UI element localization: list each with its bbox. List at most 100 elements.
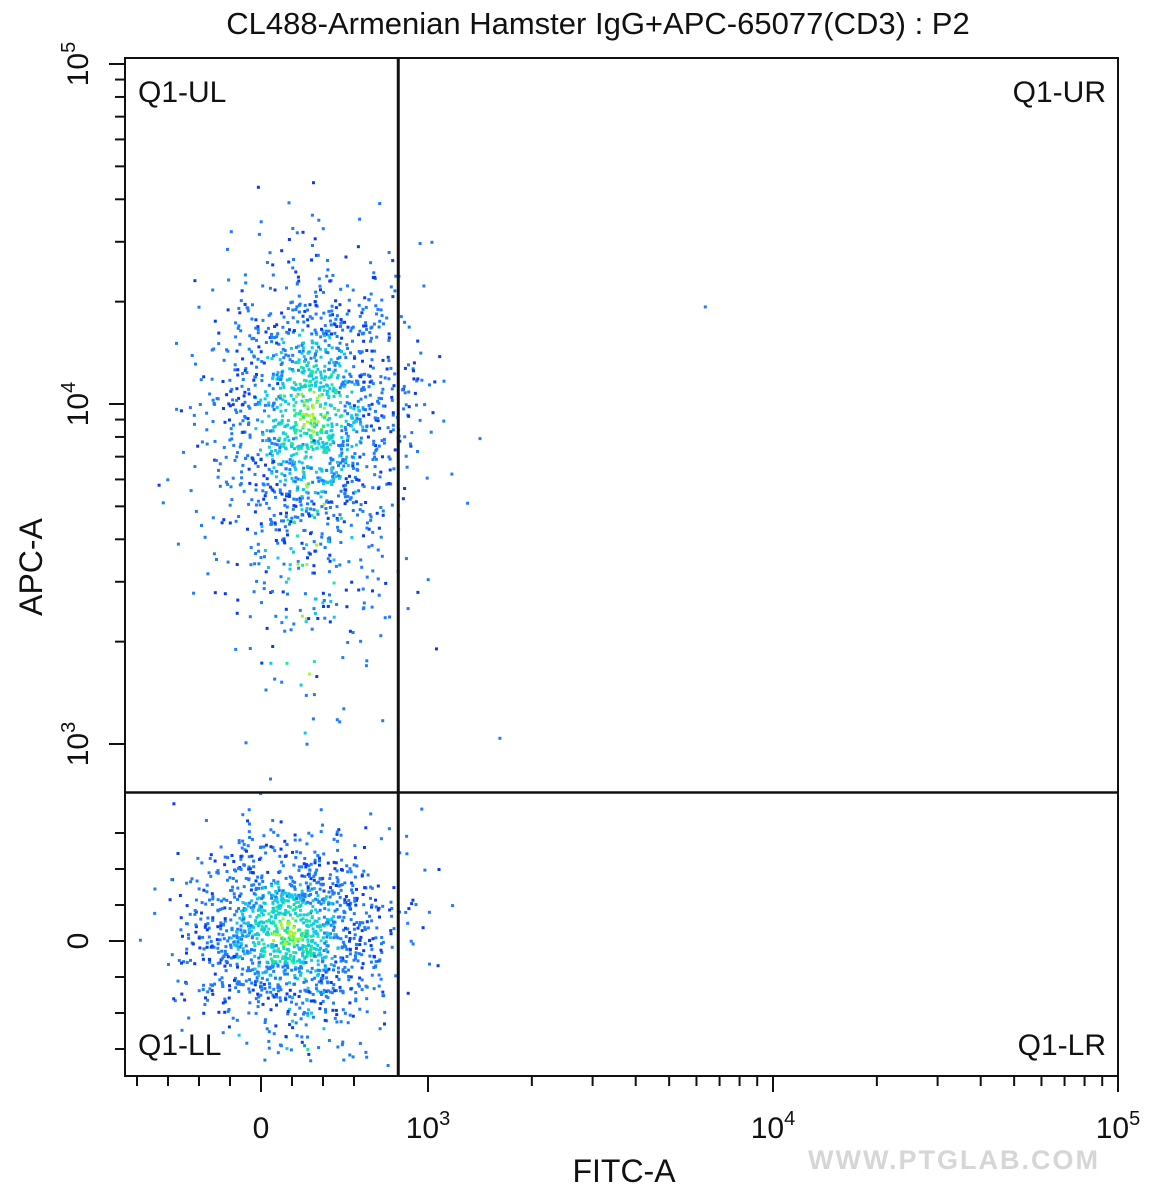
event-dot <box>279 512 283 516</box>
event-dot <box>327 900 331 904</box>
event-dot <box>264 924 268 928</box>
event-dot <box>299 897 303 901</box>
event-dot <box>261 913 265 917</box>
event-dot <box>200 440 204 444</box>
event-dot <box>317 218 321 222</box>
event-dot <box>239 409 243 413</box>
event-dot <box>303 1044 307 1048</box>
event-dot <box>270 882 274 886</box>
event-dot <box>301 415 305 419</box>
event-dot <box>229 918 233 922</box>
x-axis-ticks <box>136 1076 1119 1092</box>
event-dot <box>369 944 373 948</box>
event-dot <box>391 413 395 417</box>
event-dot <box>307 1052 311 1056</box>
event-dot <box>450 472 454 476</box>
event-dot <box>306 502 309 506</box>
event-dot <box>279 403 283 407</box>
event-dot <box>299 1017 303 1021</box>
event-dot <box>403 366 407 370</box>
event-dot <box>339 989 343 993</box>
event-dot <box>222 897 226 901</box>
event-dot <box>337 391 341 394</box>
event-dot <box>289 301 293 305</box>
event-dot <box>319 370 323 374</box>
event-dot <box>315 401 319 404</box>
event-dot <box>239 924 243 928</box>
event-dot <box>377 396 381 400</box>
event-dot <box>305 932 309 936</box>
event-dot <box>329 923 333 927</box>
event-dot <box>356 982 360 986</box>
event-dot <box>291 266 295 270</box>
event-dot <box>345 455 349 459</box>
event-dot <box>347 975 351 978</box>
event-dot <box>255 338 258 342</box>
event-dot <box>279 941 283 945</box>
event-dot <box>236 867 240 870</box>
event-dot <box>326 418 330 422</box>
event-dot <box>292 945 296 949</box>
event-dot <box>229 889 233 892</box>
event-dot <box>327 309 331 313</box>
event-dot <box>322 290 325 294</box>
event-dot <box>317 479 321 483</box>
event-dot <box>262 929 266 933</box>
event-dot <box>238 916 242 920</box>
event-dot <box>280 311 284 315</box>
event-dot <box>358 1007 362 1011</box>
event-dot <box>405 852 409 856</box>
event-dot <box>306 351 310 355</box>
event-dot <box>288 471 292 475</box>
event-dot <box>293 974 297 977</box>
event-dot <box>247 966 250 970</box>
event-dot <box>293 465 297 469</box>
event-dot <box>335 471 339 475</box>
event-dot <box>297 279 301 283</box>
event-dot <box>296 562 300 566</box>
event-dot <box>315 891 318 895</box>
event-dot <box>326 917 329 921</box>
event-dot <box>320 376 324 380</box>
event-dot <box>329 436 333 440</box>
event-dot <box>317 880 321 884</box>
event-dot <box>294 436 298 440</box>
event-dot <box>241 949 245 953</box>
event-dot <box>263 1058 267 1062</box>
event-dot <box>284 997 288 1001</box>
event-dot <box>248 867 252 871</box>
event-dot <box>243 930 247 934</box>
event-dot <box>370 543 374 547</box>
event-dot <box>224 455 228 459</box>
event-dot <box>242 885 246 889</box>
event-dot <box>278 479 282 483</box>
event-dot <box>205 411 209 415</box>
event-dot <box>256 331 260 335</box>
event-dot <box>413 391 417 395</box>
event-dot <box>314 312 318 316</box>
event-dot <box>293 460 296 464</box>
event-dot <box>247 922 251 926</box>
event-dot <box>294 856 298 859</box>
event-dot <box>242 394 246 398</box>
event-dot <box>314 364 318 368</box>
event-dot <box>229 936 233 940</box>
event-dot <box>338 476 341 480</box>
event-dot <box>323 616 327 620</box>
event-dot <box>266 870 270 874</box>
event-dot <box>370 349 374 353</box>
event-dot <box>306 556 309 560</box>
event-dot <box>311 480 315 484</box>
event-dot <box>172 802 176 806</box>
event-dot <box>269 1008 273 1012</box>
event-dot <box>347 899 351 902</box>
event-dot <box>323 416 326 420</box>
event-dot <box>259 993 263 997</box>
event-dot <box>323 339 327 343</box>
event-dot <box>206 922 210 926</box>
event-dot <box>348 952 352 956</box>
event-dot <box>296 560 300 564</box>
event-dot <box>293 414 297 418</box>
event-dot <box>312 607 316 611</box>
